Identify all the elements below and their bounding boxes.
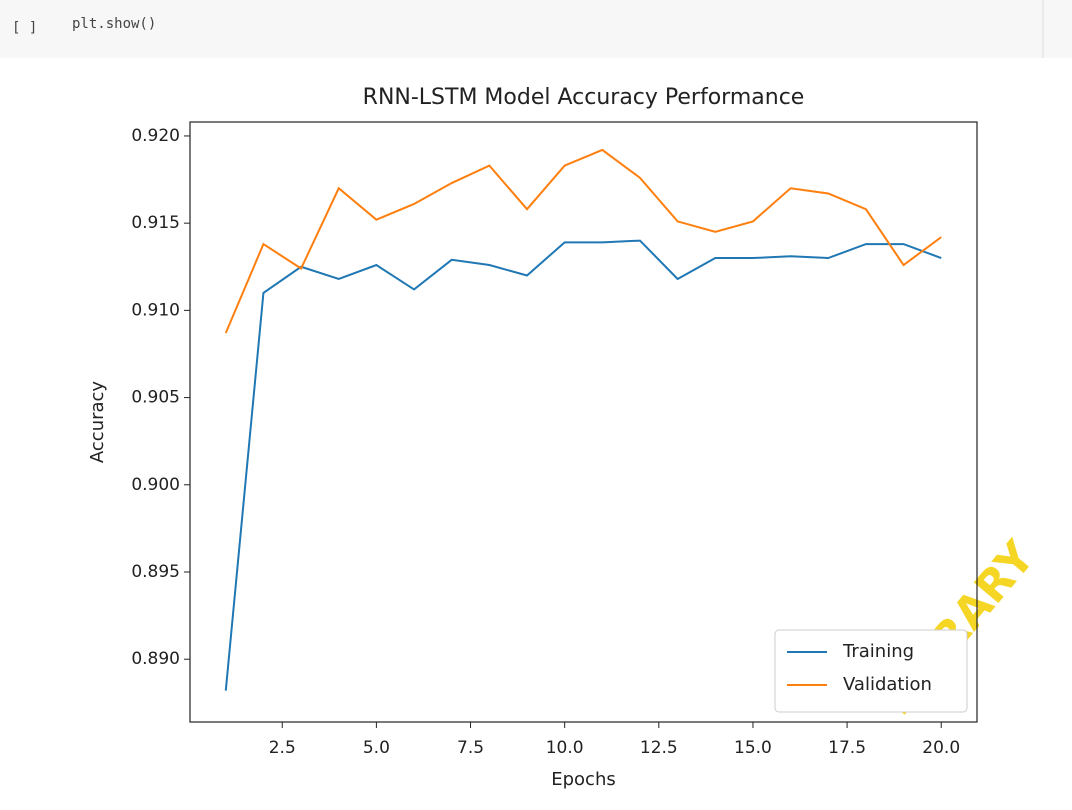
x-tick-label: 7.5: [457, 738, 484, 758]
y-tick-label: 0.900: [131, 475, 180, 495]
x-tick-label: 15.0: [734, 738, 772, 758]
y-tick-label: 0.920: [131, 126, 180, 146]
x-tick-label: 2.5: [269, 738, 296, 758]
y-tick-label: 0.905: [131, 388, 180, 408]
x-tick-label: 5.0: [363, 738, 390, 758]
legend-box: [774, 629, 968, 713]
code-cell: [0, 0, 1072, 58]
legend-label: Training: [842, 641, 914, 662]
line-series: [224, 239, 942, 691]
chart-title: RNN-LSTM Model Accuracy Performance: [363, 85, 805, 110]
cell-code: plt.show(): [72, 16, 156, 32]
line-series: [224, 148, 942, 334]
y-tick-label: 0.895: [131, 562, 180, 582]
y-tick-label: 0.890: [131, 649, 180, 669]
y-tick-label: 0.915: [131, 213, 180, 233]
y-tick-label: 0.910: [131, 300, 180, 320]
cell-prompt[interactable]: [ ]: [12, 20, 37, 36]
x-tick-label: 10.0: [546, 738, 584, 758]
x-tick-label: 20.0: [922, 738, 960, 758]
plot-frame: [189, 121, 978, 723]
legend-label: Validation: [843, 674, 932, 695]
x-axis-label: Epochs: [551, 769, 616, 790]
x-tick-label: 12.5: [640, 738, 678, 758]
x-tick-label: 17.5: [828, 738, 866, 758]
y-axis-label: Accuracy: [87, 381, 108, 464]
